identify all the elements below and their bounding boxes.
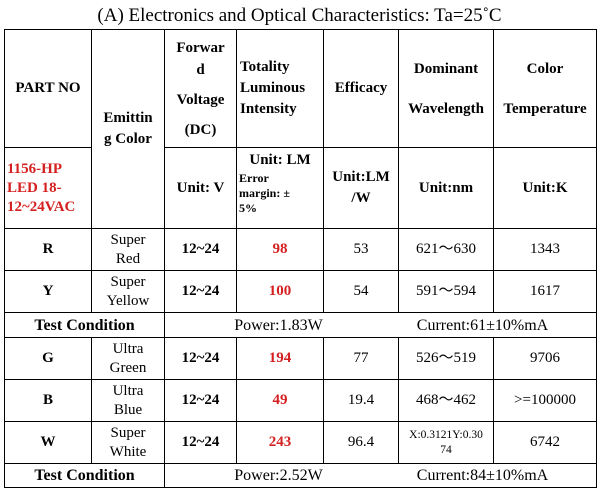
row-voltage: 12~24 <box>164 228 237 271</box>
test-condition-label: Test Condition <box>4 463 165 488</box>
row-voltage: 12~24 <box>164 379 237 422</box>
row-lumen: 100 <box>236 270 324 313</box>
header-tli-line3: Intensity <box>240 101 297 117</box>
row-efficacy: 77 <box>323 337 399 380</box>
part-number-value: 1156-HP LED 18- 12~24VAC <box>4 147 92 229</box>
row-color-line1: Ultra <box>112 340 144 357</box>
row-wavelength: 468～462 <box>398 379 494 422</box>
row-wavelength: 591～594 <box>398 270 494 313</box>
row-code: B <box>4 379 92 422</box>
row-code: W <box>4 421 92 464</box>
header-dominant-wavelength: Dominant Wavelength <box>398 29 494 148</box>
row-code: Y <box>4 270 92 313</box>
header-emit-line2: g Color <box>104 131 152 147</box>
row-voltage: 12~24 <box>164 337 237 380</box>
unit-lmw-line2: /W <box>351 190 371 206</box>
row-code: R <box>4 228 92 271</box>
test-condition-row-1: Test Condition Power:1.83W Current:61±10… <box>4 312 597 338</box>
row-wavelength: X:0.3121Y:0.30 74 <box>398 421 494 464</box>
row-color: Ultra Green <box>91 337 165 380</box>
row-temperature: 9706 <box>493 337 597 380</box>
row-lumen: 243 <box>236 421 324 464</box>
test-condition-values: Power:2.52W Current:84±10%mA <box>164 463 597 488</box>
part-number-line3: 12~24VAC <box>7 198 76 215</box>
part-number-line1: 1156-HP <box>7 160 62 177</box>
header-emitting-color: Emittin g Color <box>91 29 165 229</box>
header-color-temperature: Color Temperature <box>493 29 597 148</box>
header-emit-line1: Emittin <box>103 110 153 126</box>
row-wavelength: 526～519 <box>398 337 494 380</box>
row-color-line2: Red <box>115 250 141 267</box>
test-condition-values: Power:1.83W Current:61±10%mA <box>164 312 597 338</box>
row-efficacy: 96.4 <box>323 421 399 464</box>
row-lumen: 49 <box>236 379 324 422</box>
header-fv-line3: Voltage <box>176 91 225 108</box>
table-row-r: R Super Red 12~24 98 53 621～630 1343 <box>4 228 597 271</box>
row-color-line1: Super <box>110 273 146 290</box>
error-margin-line3: 5% <box>239 201 257 215</box>
row-color-line1: Super <box>110 231 146 248</box>
row-code: G <box>4 337 92 380</box>
row-efficacy: 19.4 <box>323 379 399 422</box>
error-margin-line2: margin: ± <box>239 186 290 200</box>
header-ct-line1: Color <box>526 60 564 77</box>
row-color-line1: Super <box>110 424 146 441</box>
row-wavelength-line1: X:0.3121Y:0.30 <box>409 428 483 441</box>
header-part-no: PART NO <box>4 29 92 148</box>
header-ct-line2: Temperature <box>503 100 587 117</box>
unit-lumen: Unit: LM <box>249 152 311 168</box>
row-voltage: 12~24 <box>164 421 237 464</box>
row-wavelength-line2: 74 <box>440 443 452 456</box>
unit-voltage: Unit: V <box>164 147 237 229</box>
header-totality-luminous: Totality Luminous Intensity <box>236 29 324 148</box>
table-row-w: W Super White 12~24 243 96.4 X:0.3121Y:0… <box>4 421 597 464</box>
row-color-line2: Yellow <box>106 292 150 309</box>
row-wavelength: 621～630 <box>398 228 494 271</box>
row-efficacy: 53 <box>323 228 399 271</box>
test-condition-power: Power:2.52W <box>234 467 323 484</box>
table-row-g: G Ultra Green 12~24 194 77 526～519 9706 <box>4 337 597 380</box>
test-condition-label: Test Condition <box>4 312 165 338</box>
row-voltage: 12~24 <box>164 270 237 313</box>
part-number-line2: LED 18- <box>7 179 62 196</box>
header-fv-line4: (DC) <box>184 121 217 138</box>
header-tli-line2: Luminous <box>240 80 306 96</box>
unit-lumen-cell: Unit: LM Error margin: ± 5% <box>236 147 324 229</box>
row-temperature: 1617 <box>493 270 597 313</box>
table-row-b: B Ultra Blue 12~24 49 19.4 468～462 >=100… <box>4 379 597 422</box>
test-condition-current: Current:61±10%mA <box>416 316 549 334</box>
unit-temperature: Unit:K <box>493 147 597 229</box>
row-color: Super Red <box>91 228 165 271</box>
row-efficacy: 54 <box>323 270 399 313</box>
row-color-line2: Blue <box>113 401 143 418</box>
test-condition-row-2: Test Condition Power:2.52W Current:84±10… <box>4 463 597 488</box>
row-color-line2: White <box>109 443 147 460</box>
test-condition-power: Power:1.83W <box>234 316 323 334</box>
row-color: Super Yellow <box>91 270 165 313</box>
row-lumen: 194 <box>236 337 324 380</box>
header-tli-line1: Totality <box>240 59 290 75</box>
row-color: Ultra Blue <box>91 379 165 422</box>
header-fv-line2: d <box>196 61 205 78</box>
header-efficacy: Efficacy <box>323 29 399 148</box>
header-dw-line2: Wavelength <box>408 100 484 117</box>
header-fv-line1: Forwar <box>176 39 225 56</box>
unit-efficacy: Unit:LM /W <box>323 147 399 229</box>
row-color: Super White <box>91 421 165 464</box>
row-color-line1: Ultra <box>112 382 144 399</box>
test-condition-current: Current:84±10%mA <box>416 467 549 484</box>
header-dw-line1: Dominant <box>413 60 479 77</box>
unit-lmw-line1: Unit:LM <box>332 169 390 185</box>
header-forward-voltage: Forwar d Voltage (DC) <box>164 29 237 148</box>
row-lumen: 98 <box>236 228 324 271</box>
error-margin-line1: Error <box>239 171 269 185</box>
table-row-y: Y Super Yellow 12~24 100 54 591～594 1617 <box>4 270 597 313</box>
row-color-line2: Green <box>109 359 147 376</box>
unit-wavelength: Unit:nm <box>398 147 494 229</box>
row-temperature: >=100000 <box>493 379 597 422</box>
characteristics-table: PART NO Emittin g Color Forwar d Voltage… <box>4 29 597 488</box>
table-title: (A) Electronics and Optical Characterist… <box>97 5 502 26</box>
row-temperature: 1343 <box>493 228 597 271</box>
row-temperature: 6742 <box>493 421 597 464</box>
